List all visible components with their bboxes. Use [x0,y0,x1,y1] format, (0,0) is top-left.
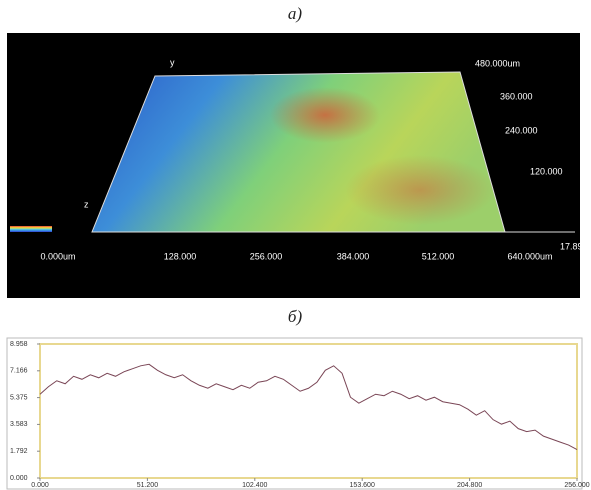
x-tick-label: 256.000 [564,482,589,489]
axis-letter: y [170,57,175,67]
surface-x-label: 384.000 [337,251,370,261]
x-tick-label: 51.200 [137,482,159,489]
x-tick-label: 0.000 [31,482,49,489]
surface-spot [270,87,380,143]
y-tick-label: 7.166 [10,368,28,375]
surface-z-label: 17.892u [560,241,591,251]
surface-y-label: 360.000 [500,91,533,101]
panel-label: а) [288,4,303,23]
x-tick-label: 102.400 [242,482,267,489]
y-tick-label: 8.958 [10,341,28,348]
surface-x-label: 0.000um [40,251,75,261]
surface-x-label: 128.000 [164,251,197,261]
surface-spot [345,155,495,225]
x-tick-label: 153.600 [350,482,375,489]
color-scale [10,226,52,232]
y-tick-label: 3.583 [10,421,28,428]
axis-letter: z [84,199,89,209]
plot-area [40,344,577,478]
surface-y-label: 120.000 [530,166,563,176]
surface-x-label: 256.000 [250,251,283,261]
y-tick-label: 1.792 [10,448,28,455]
surface-y-label: 480.000um [475,58,520,68]
surface-x-label: 640.000um [507,251,552,261]
figure: а) y z 480.000um 360.000 240.000 120.000 17.… [0,0,591,490]
x-tick-label: 204.800 [457,482,482,489]
y-tick-label: 0.000 [10,475,28,482]
panel-label: б) [288,307,303,326]
surface-x-label: 512.000 [422,251,455,261]
surface-y-label: 240.000 [505,125,538,135]
y-tick-label: 5.375 [10,394,28,401]
